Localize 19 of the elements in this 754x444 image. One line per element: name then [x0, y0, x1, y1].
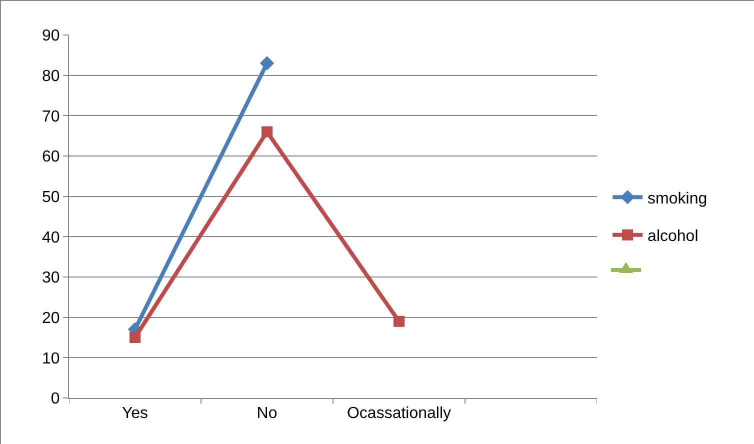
y-tick-label: 60 — [42, 148, 60, 166]
y-tick-label: 10 — [42, 350, 60, 368]
y-tick-label: 40 — [42, 229, 60, 246]
point — [394, 316, 404, 327]
y-tick-label: 0 — [50, 390, 60, 408]
y-tick-label: 50 — [42, 188, 60, 206]
y-tick-label: 20 — [42, 310, 60, 327]
point — [262, 126, 272, 138]
y-tick-label: 80 — [42, 68, 60, 85]
y-tick-label: 90 — [42, 28, 60, 45]
x-tick-label: Yes — [122, 405, 148, 422]
point — [130, 332, 140, 343]
point — [260, 56, 274, 70]
y-tick-label: 70 — [42, 108, 60, 126]
y-tick-label: 30 — [42, 270, 60, 287]
x-tick-label: No — [256, 405, 278, 422]
x-tick-label: Ocassationally — [346, 405, 452, 422]
legend-label: alcohol — [648, 228, 698, 246]
legend-label: smoking — [648, 190, 708, 208]
